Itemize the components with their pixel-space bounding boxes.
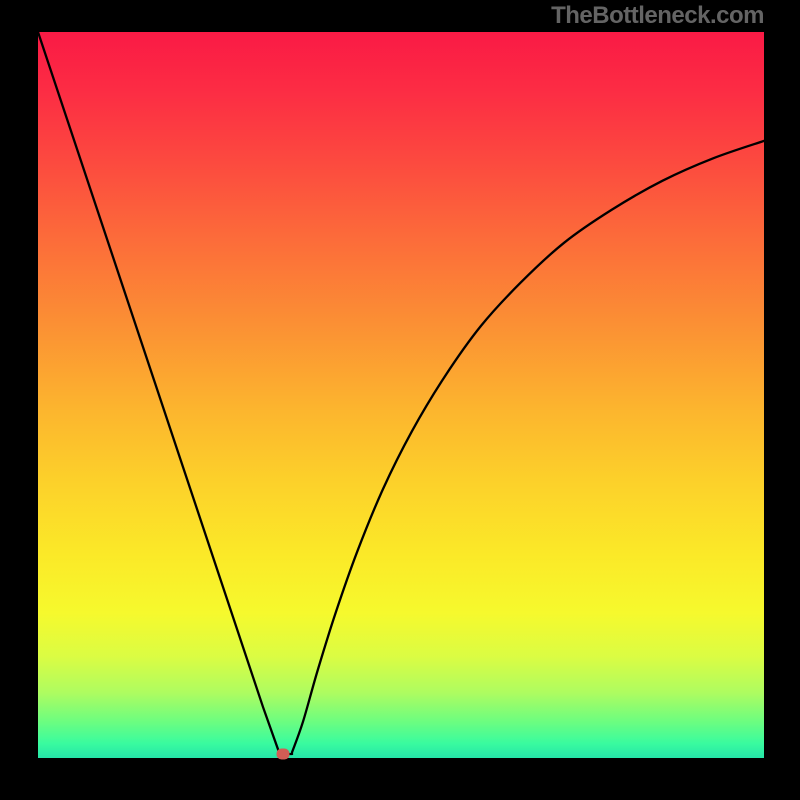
plot-area <box>38 32 764 758</box>
watermark-text: TheBottleneck.com <box>551 2 764 30</box>
chart-frame: TheBottleneck.com <box>0 0 800 800</box>
optimum-marker <box>277 749 290 760</box>
bottleneck-curve <box>38 32 764 758</box>
